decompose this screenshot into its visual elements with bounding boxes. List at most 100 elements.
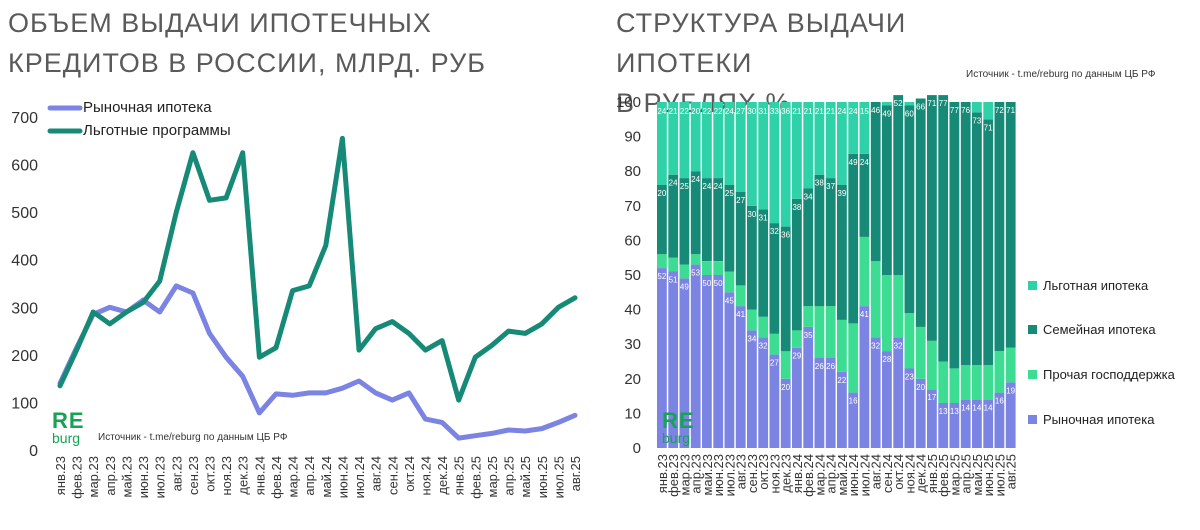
bar-segment: [972, 399, 982, 448]
data-label: 71: [927, 99, 936, 108]
bar-segment: [904, 105, 915, 314]
y-tick-label: 60: [624, 232, 641, 249]
x-tick-label: мар.23: [677, 454, 692, 495]
data-label: 21: [669, 107, 678, 116]
bar-segment: [780, 351, 791, 379]
bar-segment: [848, 323, 859, 393]
y-tick-label: 10: [624, 405, 641, 422]
bar-segment: [882, 351, 892, 448]
x-tick-label: янв.23: [655, 454, 670, 493]
bar-segment: [882, 275, 892, 352]
y-tick-label: 200: [11, 348, 38, 365]
data-label: 22: [714, 107, 723, 116]
bar-segment: [657, 254, 667, 268]
y-tick-label: 20: [624, 371, 641, 388]
data-label: 24: [702, 182, 711, 191]
bar-segment: [792, 330, 802, 348]
bar-segment: [825, 306, 836, 358]
bar-segment: [679, 178, 690, 265]
data-label: 34: [804, 193, 813, 202]
bar-segment: [893, 275, 904, 338]
x-tick-label: янв.24: [252, 456, 267, 495]
bar-segment: [848, 102, 859, 154]
x-tick-label: май.23: [119, 456, 134, 498]
data-label: 20: [781, 383, 790, 392]
logo-burg-text: burg: [662, 430, 691, 446]
x-tick-label: янв.23: [53, 456, 68, 495]
data-label: 50: [702, 279, 711, 288]
x-tick-label: апр.24: [302, 456, 317, 496]
x-tick-label: июн.25: [535, 456, 550, 498]
bar-segment: [758, 102, 769, 210]
y-tick-label: 80: [624, 163, 641, 180]
data-label: 72: [995, 106, 1004, 115]
data-label: 71: [984, 123, 993, 132]
bar-segment: [702, 178, 712, 262]
x-tick-label: май.25: [970, 454, 985, 496]
bar-segment: [803, 102, 814, 189]
bar-segment: [848, 392, 859, 448]
data-label: 38: [815, 179, 824, 188]
data-label: 22: [837, 376, 846, 385]
right-chart-source: Источник - t.me/reburg по данным ЦБ РФ: [966, 69, 1156, 80]
bar-segment: [679, 102, 690, 179]
data-label: 77: [939, 99, 948, 108]
data-label: 15: [860, 107, 869, 116]
bar-segment: [657, 185, 667, 255]
bar-segment: [814, 174, 825, 307]
x-tick-label: мар.24: [812, 454, 827, 495]
y-tick-label: 300: [11, 300, 38, 317]
x-tick-label: янв.24: [790, 454, 805, 493]
x-tick-label: окт.24: [402, 456, 417, 492]
bar-segment: [690, 171, 701, 255]
bar-segment: [803, 326, 814, 448]
x-tick-label: июн.25: [981, 454, 996, 496]
bar-segment: [904, 102, 915, 106]
bar-segment: [780, 226, 791, 352]
bar-segment: [882, 105, 892, 275]
left-chart-source: Источник - t.me/reburg по данным ЦБ РФ: [98, 432, 288, 443]
y-tick-label: 600: [11, 158, 38, 175]
x-tick-label: дек.24: [914, 454, 929, 493]
bar-segment: [758, 209, 769, 317]
data-label: 52: [894, 99, 903, 108]
data-label: 20: [916, 383, 925, 392]
legend-label: Прочая господдержка: [1043, 367, 1176, 382]
bar-segment: [792, 347, 802, 448]
series-line: [57, 283, 578, 441]
y-tick-label: 0: [633, 440, 641, 457]
x-tick-label: фев.23: [70, 456, 85, 499]
x-tick-label: июл.24: [857, 454, 872, 496]
data-label: 21: [815, 107, 824, 116]
y-tick-label: 30: [624, 336, 641, 353]
data-label: 20: [657, 189, 666, 198]
data-label: 24: [725, 107, 734, 116]
data-label: 52: [657, 272, 666, 281]
bar-segment: [927, 389, 937, 448]
x-tick-label: авг.25: [568, 456, 583, 491]
x-tick-label: мар.25: [485, 456, 500, 497]
bar-segment: [724, 185, 735, 272]
x-tick-label: фев.24: [269, 456, 284, 499]
legend-swatch: [1028, 370, 1037, 379]
x-tick-label: ноя.24: [902, 454, 917, 494]
bar-segment: [780, 378, 791, 448]
legend-label: Семейная ипотека: [1043, 322, 1156, 337]
x-tick-label: окт.24: [891, 454, 906, 490]
data-label: 38: [792, 203, 801, 212]
x-tick-label: янв.25: [925, 454, 940, 493]
x-tick-label: ноя.23: [219, 456, 234, 496]
bar-segment: [668, 174, 679, 258]
x-tick-label: авг.23: [734, 454, 749, 489]
bar-segment: [747, 309, 757, 331]
bar-segment: [960, 102, 971, 365]
bar-segment: [994, 102, 1005, 352]
data-label: 31: [759, 213, 768, 222]
data-label: 32: [894, 341, 903, 350]
data-label: 17: [927, 393, 936, 402]
bar-segment: [938, 361, 949, 403]
data-label: 24: [657, 107, 666, 116]
x-tick-label: июл.25: [551, 456, 566, 498]
data-label: 76: [961, 106, 970, 115]
